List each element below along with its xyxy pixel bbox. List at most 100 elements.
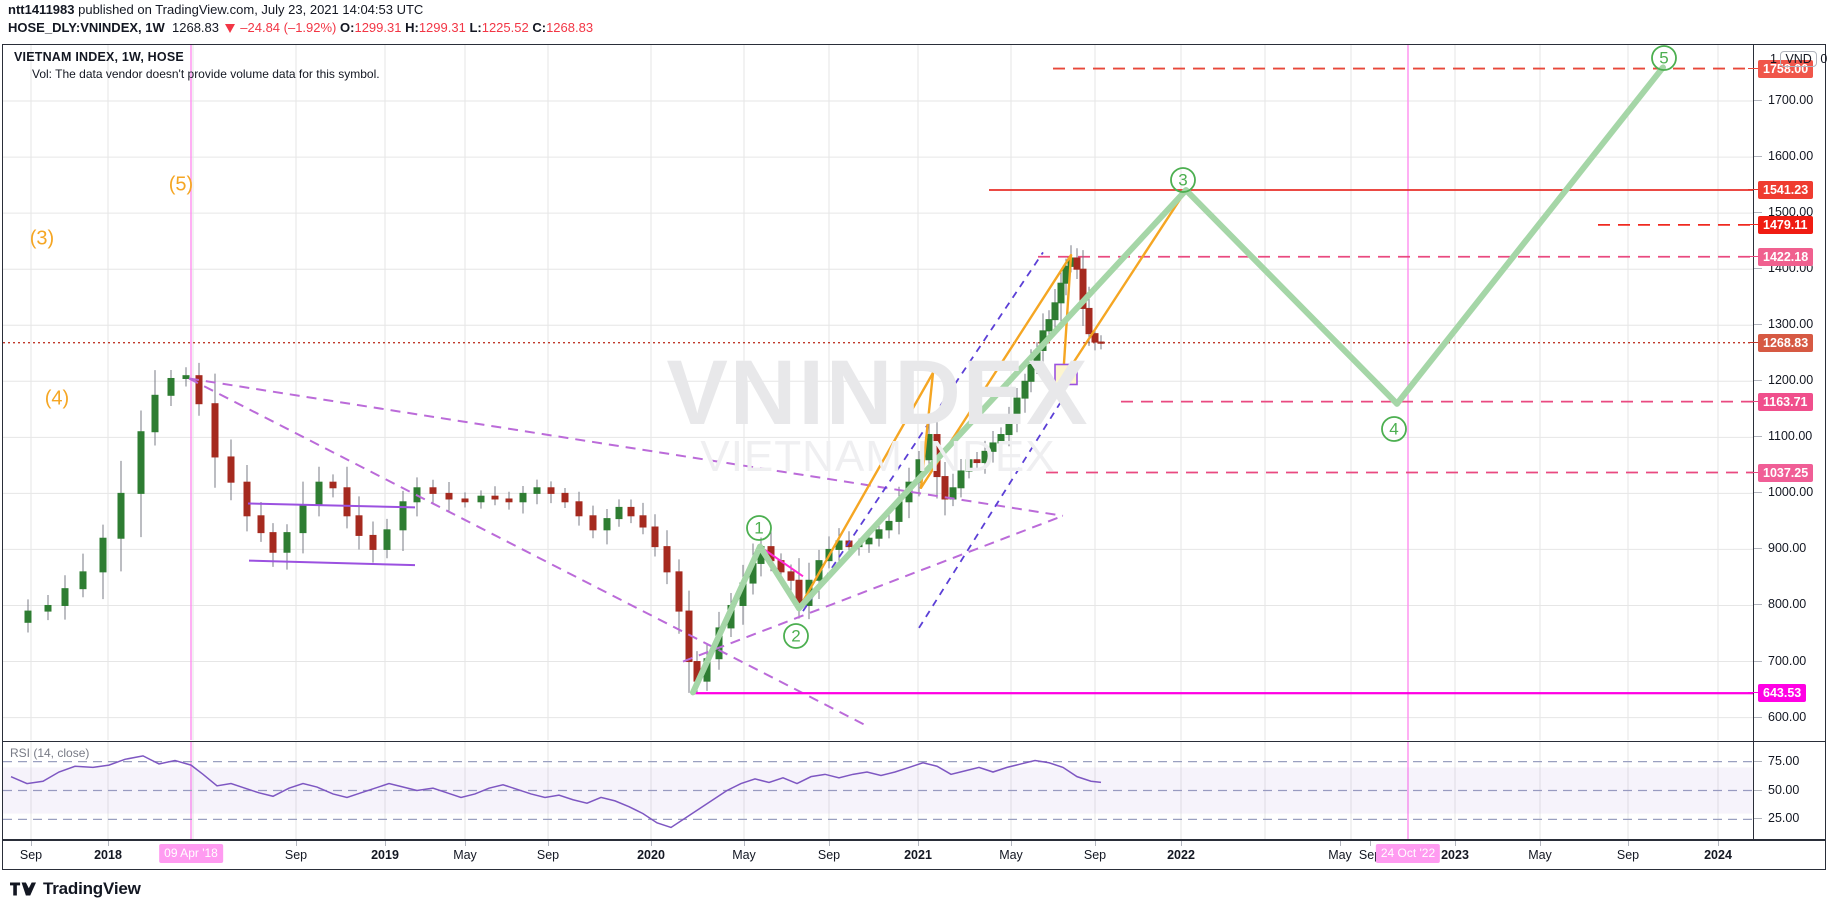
primary-wave-label-2: 2 xyxy=(783,623,809,649)
time-tick-label: May xyxy=(1328,848,1352,862)
svg-text:(4): (4) xyxy=(45,387,69,409)
price-tick-label: 700.00 xyxy=(1768,653,1807,668)
price-level-tag-dash xyxy=(1748,341,1758,343)
time-tick-nub xyxy=(744,841,745,846)
price-tick-label: 1200.00 xyxy=(1768,373,1814,388)
time-tick-label: Sep xyxy=(1083,848,1107,862)
time-axis[interactable]: Sep 2018 Sep 2019 May Sep 2020 May Sep 2021 May Sep… xyxy=(3,841,1753,869)
publisher-header: ntt1411983 published on TradingView.com,… xyxy=(8,2,423,18)
rsi-chart-svg xyxy=(3,742,1753,839)
time-tick-nub xyxy=(1628,841,1629,846)
price-tick-label: 900.00 xyxy=(1768,541,1807,556)
time-tick-nub xyxy=(1011,841,1012,846)
price-change: –24.84 (–1.92%) xyxy=(240,20,337,35)
last-price-value: 1268.83 xyxy=(172,20,220,35)
currency-pill[interactable]: VND xyxy=(1780,51,1817,67)
time-tick-label: 2022 xyxy=(1167,848,1195,862)
rsi-tick-label: 75.00 xyxy=(1768,753,1800,768)
svg-text:4: 4 xyxy=(1389,419,1398,438)
price-tick-label: 1300.00 xyxy=(1768,317,1814,332)
time-tick-label: May xyxy=(732,848,756,862)
svg-text:3: 3 xyxy=(1178,170,1187,189)
time-tick-nub xyxy=(465,841,466,846)
time-tick-label: May xyxy=(999,848,1023,862)
price-axis-unit[interactable]: 1 VND 0 xyxy=(1770,51,1827,67)
time-axis-pane[interactable] xyxy=(2,840,1826,870)
svg-text:2: 2 xyxy=(791,626,800,645)
price-level-tag-dash xyxy=(1748,189,1758,191)
svg-text:(3): (3) xyxy=(30,227,54,249)
time-tick-label: 2021 xyxy=(904,848,932,862)
tradingview-brand: TradingView xyxy=(10,879,141,899)
price-level-tag[interactable]: 1541.23 xyxy=(1748,181,1814,200)
time-cursor-tag[interactable]: 09 Apr '18 xyxy=(159,844,223,863)
price-tick-label: 1100.00 xyxy=(1768,429,1813,444)
time-tick-label: 2024 xyxy=(1704,848,1732,862)
watermark-symbol-text: VNINDEX xyxy=(666,341,1090,444)
main-price-pane[interactable] xyxy=(2,44,1826,741)
price-tick-label: 1600.00 xyxy=(1768,149,1814,164)
publisher-name: ntt1411983 xyxy=(8,2,75,17)
price-level-tag[interactable]: 1163.71 xyxy=(1748,392,1813,411)
price-level-tag[interactable]: 1479.11 xyxy=(1748,215,1813,234)
main-legend-title[interactable]: VIETNAM INDEX, 1W, HOSE xyxy=(14,50,184,64)
price-tick-label: 1000.00 xyxy=(1768,485,1814,500)
price-level-tag-dash xyxy=(1748,67,1758,69)
time-cursor-tag[interactable]: 24 Oct '22 xyxy=(1375,844,1441,863)
price-level-tag[interactable]: 1037.25 xyxy=(1748,463,1814,482)
price-level-tag[interactable]: 643.53 xyxy=(1748,684,1807,703)
symbol-quote-line: HOSE_DLY:VNINDEX, 1W 1268.83 –24.84 (–1.… xyxy=(8,20,593,36)
volume-note: Vol: The data vendor doesn't provide vol… xyxy=(32,67,380,81)
unit-prefix: 1 xyxy=(1770,52,1777,66)
svg-text:5: 5 xyxy=(1659,48,1668,67)
price-level-tag-dash xyxy=(1748,471,1758,473)
time-tick-nub xyxy=(385,841,386,846)
time-tick-nub xyxy=(1455,841,1456,846)
sub-wave-label-3: (3) xyxy=(30,227,54,249)
price-axis[interactable]: 1700.00 1600.00 1500.00 1400.00 1300.00 1200.… xyxy=(1748,44,1827,840)
price-level-tag[interactable]: 1422.18 xyxy=(1748,247,1814,266)
open-value: 1299.31 xyxy=(354,20,402,35)
triangle-down-icon xyxy=(224,24,235,33)
price-tick-label: 1700.00 xyxy=(1768,93,1814,108)
time-tick-label: Sep xyxy=(19,848,43,862)
time-tick-nub xyxy=(1095,841,1096,846)
time-tick-nub xyxy=(296,841,297,846)
time-tick-label: 2018 xyxy=(94,848,122,862)
open-label: O: xyxy=(340,20,355,35)
price-tick-label: 1500.00 xyxy=(1768,205,1814,220)
low-label: L: xyxy=(469,20,482,35)
price-level-tag[interactable]: 1268.83 xyxy=(1748,333,1814,352)
sub-wave-label-5: (5) xyxy=(169,173,193,195)
sub-wave-label-4: (4) xyxy=(45,387,69,409)
close-label: C: xyxy=(532,20,547,35)
time-tick-nub xyxy=(1540,841,1541,846)
time-tick-label: Sep xyxy=(817,848,841,862)
time-tick-nub xyxy=(1181,841,1182,846)
time-tick-nub xyxy=(548,841,549,846)
primary-wave-label-3: 3 xyxy=(1170,167,1196,193)
time-tick-nub xyxy=(1340,841,1341,846)
time-tick-label: May xyxy=(453,848,477,862)
rsi-legend[interactable]: RSI (14, close) xyxy=(10,746,90,760)
svg-text:(5): (5) xyxy=(169,173,193,195)
brand-name: TradingView xyxy=(43,879,141,898)
time-tick-nub xyxy=(1370,841,1371,846)
time-tick-label: 2020 xyxy=(637,848,665,862)
time-tick-label: Sep xyxy=(1616,848,1640,862)
primary-wave-label-1: 1 xyxy=(746,515,772,541)
tradingview-logo-icon xyxy=(10,882,36,896)
close-value: 1268.83 xyxy=(546,20,594,35)
price-level-tag-dash xyxy=(1748,400,1758,402)
price-plot-area[interactable]: VNINDEX VIETNAM INDEX (1)(2)(3)(4)(5)123… xyxy=(3,45,1753,740)
primary-wave-label-4: 4 xyxy=(1381,416,1407,442)
time-tick-label: 2019 xyxy=(371,848,399,862)
price-level-tag[interactable]: 1758.00 xyxy=(1748,59,1814,78)
time-tick-nub xyxy=(651,841,652,846)
svg-text:1: 1 xyxy=(754,518,763,537)
published-meta: published on TradingView.com, July 23, 2… xyxy=(74,2,424,17)
rsi-plot-area[interactable] xyxy=(3,742,1753,839)
time-tick-label: Sep xyxy=(1358,848,1382,862)
rsi-tick-label: 50.00 xyxy=(1768,782,1800,797)
